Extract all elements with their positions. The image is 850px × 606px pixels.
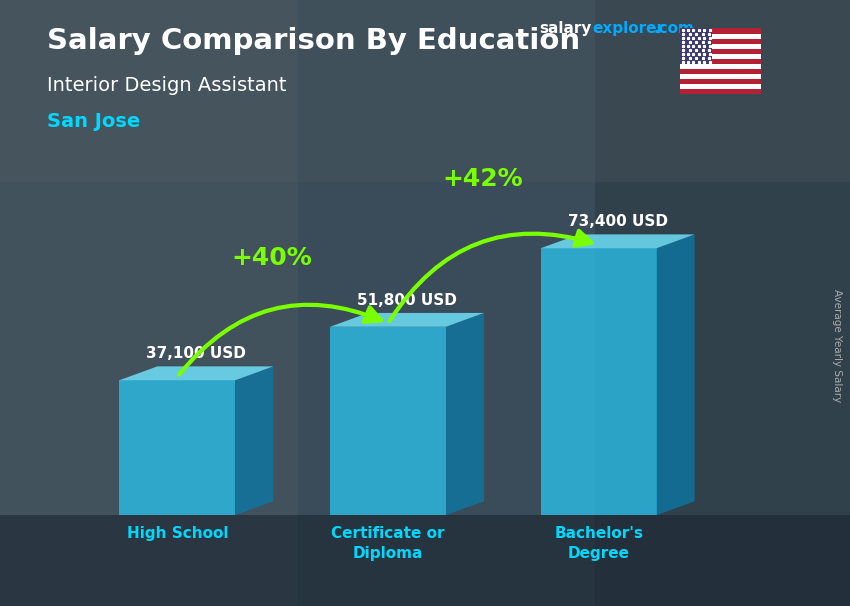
Text: Average Yearly Salary: Average Yearly Salary <box>832 289 842 402</box>
Bar <box>330 327 446 515</box>
Polygon shape <box>657 235 694 515</box>
Bar <box>680 79 761 84</box>
Text: 73,400 USD: 73,400 USD <box>568 214 668 229</box>
Bar <box>680 28 712 64</box>
Bar <box>120 380 235 515</box>
Text: +42%: +42% <box>443 167 523 191</box>
Bar <box>541 248 657 515</box>
Polygon shape <box>330 313 484 327</box>
Bar <box>595 0 850 606</box>
Bar <box>298 0 595 606</box>
Text: .com: .com <box>654 21 694 36</box>
Text: Salary Comparison By Education: Salary Comparison By Education <box>47 27 580 55</box>
Text: San Jose: San Jose <box>47 112 140 131</box>
Text: explorer: explorer <box>592 21 665 36</box>
Text: +40%: +40% <box>232 245 313 270</box>
Bar <box>680 48 761 54</box>
Bar <box>0 0 850 182</box>
Text: 51,800 USD: 51,800 USD <box>357 293 457 308</box>
Bar <box>680 54 761 59</box>
Bar <box>680 28 761 33</box>
Bar <box>680 59 761 64</box>
Bar <box>680 64 761 68</box>
Polygon shape <box>120 367 273 380</box>
Bar <box>680 84 761 89</box>
Bar <box>680 33 761 39</box>
Bar <box>680 74 761 79</box>
Bar <box>0 515 850 606</box>
Polygon shape <box>446 313 484 515</box>
Bar <box>680 89 761 94</box>
Polygon shape <box>235 367 273 515</box>
Text: 37,100 USD: 37,100 USD <box>146 346 246 361</box>
Polygon shape <box>541 235 694 248</box>
Bar <box>680 68 761 74</box>
Bar <box>0 0 298 606</box>
Bar <box>680 44 761 48</box>
Text: salary: salary <box>540 21 592 36</box>
Bar <box>680 39 761 44</box>
Text: Interior Design Assistant: Interior Design Assistant <box>47 76 286 95</box>
